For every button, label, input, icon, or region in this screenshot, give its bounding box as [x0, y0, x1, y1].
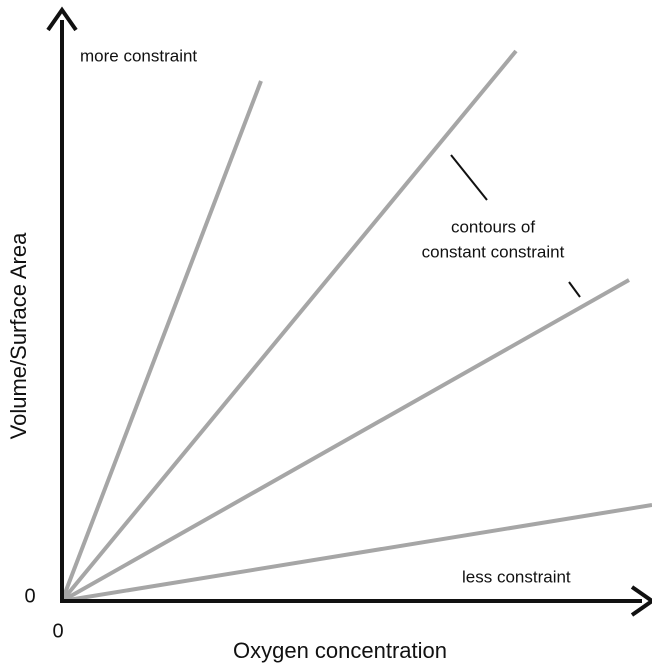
y-axis-label: Volume/Surface Area: [6, 232, 31, 439]
contour-line: [61, 278, 630, 603]
x-origin-label: 0: [52, 620, 63, 642]
y-origin-label: 0: [24, 585, 35, 607]
annotation: more constraint: [80, 46, 197, 65]
x-axis-arrow: [630, 585, 652, 617]
annotation: less constraint: [462, 567, 571, 586]
contour-line: [60, 49, 518, 603]
pointer-line: [568, 281, 581, 298]
y-axis-arrow: [46, 6, 78, 32]
annotation: contours of: [451, 217, 535, 236]
x-axis-label: Oxygen concentration: [233, 638, 447, 663]
pointer-line: [450, 154, 488, 201]
annotation: constant constraint: [422, 242, 565, 261]
contour-line: [61, 503, 652, 603]
contour-line: [60, 80, 263, 602]
